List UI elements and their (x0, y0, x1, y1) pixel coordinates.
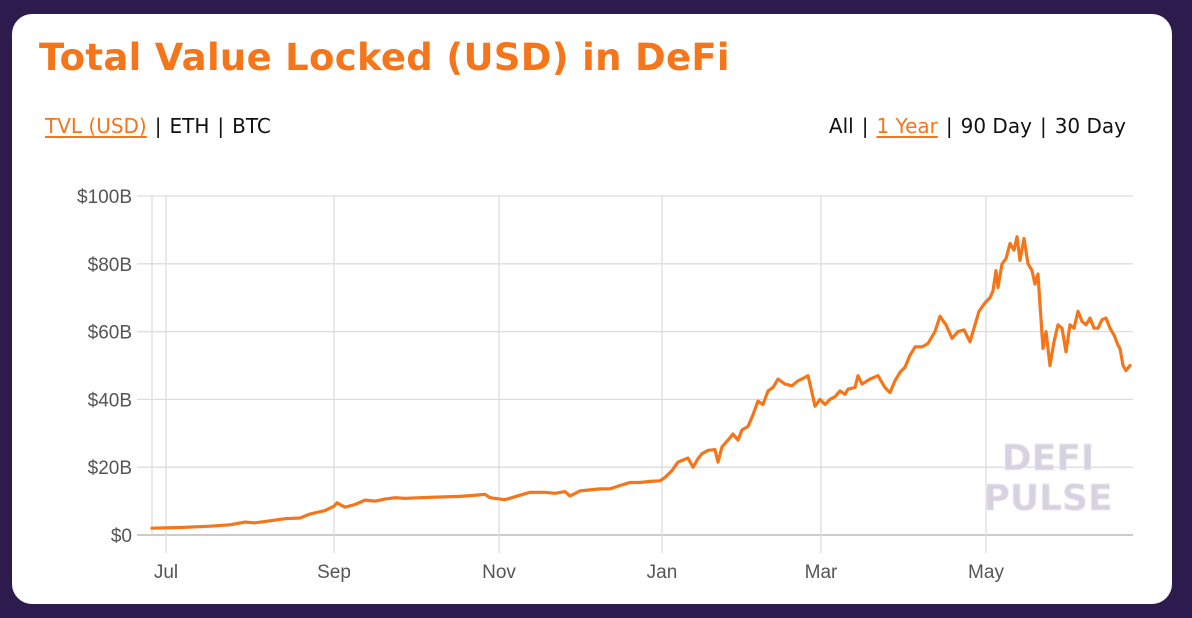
range-toggle: All | 1 Year | 90 Day | 30 Day (829, 114, 1126, 138)
x-tick-label: Sep (317, 562, 351, 583)
page-title: Total Value Locked (USD) in DeFi (39, 36, 730, 79)
metric-option-eth[interactable]: ETH (169, 114, 210, 138)
x-axis: Jul Sep Nov Jan Mar May (154, 562, 1005, 583)
metric-toggle: TVL (USD) | ETH | BTC (45, 114, 271, 138)
x-tick-label: Jan (647, 562, 678, 583)
x-tick-label: Jul (154, 562, 178, 583)
y-tick-label: $0 (111, 526, 132, 547)
separator: | (861, 114, 869, 138)
range-option-30-day[interactable]: 30 Day (1054, 114, 1126, 138)
y-tick-label: $40B (88, 390, 132, 411)
watermark-line1: DEFI (1002, 438, 1094, 479)
y-tick-label: $80B (88, 255, 132, 276)
chart-gridlines (137, 195, 1133, 553)
watermark-logo: DEFI PULSE (983, 438, 1113, 520)
metric-option-tvl-usd[interactable]: TVL (USD) (45, 114, 147, 138)
y-tick-label: $20B (88, 458, 132, 479)
tvl-series-line (150, 235, 1132, 530)
x-tick-label: Mar (805, 562, 838, 583)
separator: | (217, 114, 225, 138)
metric-option-btc[interactable]: BTC (232, 114, 271, 138)
y-tick-label: $100B (77, 187, 132, 208)
watermark-line2: PULSE (983, 478, 1112, 519)
range-option-all[interactable]: All (828, 114, 854, 138)
range-option-90-day[interactable]: 90 Day (960, 114, 1032, 138)
y-axis: $0 $20B $40B $60B $80B $100B (77, 187, 132, 547)
x-tick-label: Nov (482, 562, 516, 583)
range-option-1-year[interactable]: 1 Year (876, 114, 938, 138)
y-tick-label: $60B (88, 323, 132, 344)
separator: | (945, 114, 953, 138)
x-tick-label: May (968, 562, 1004, 583)
separator: | (1039, 114, 1047, 138)
separator: | (154, 114, 162, 138)
